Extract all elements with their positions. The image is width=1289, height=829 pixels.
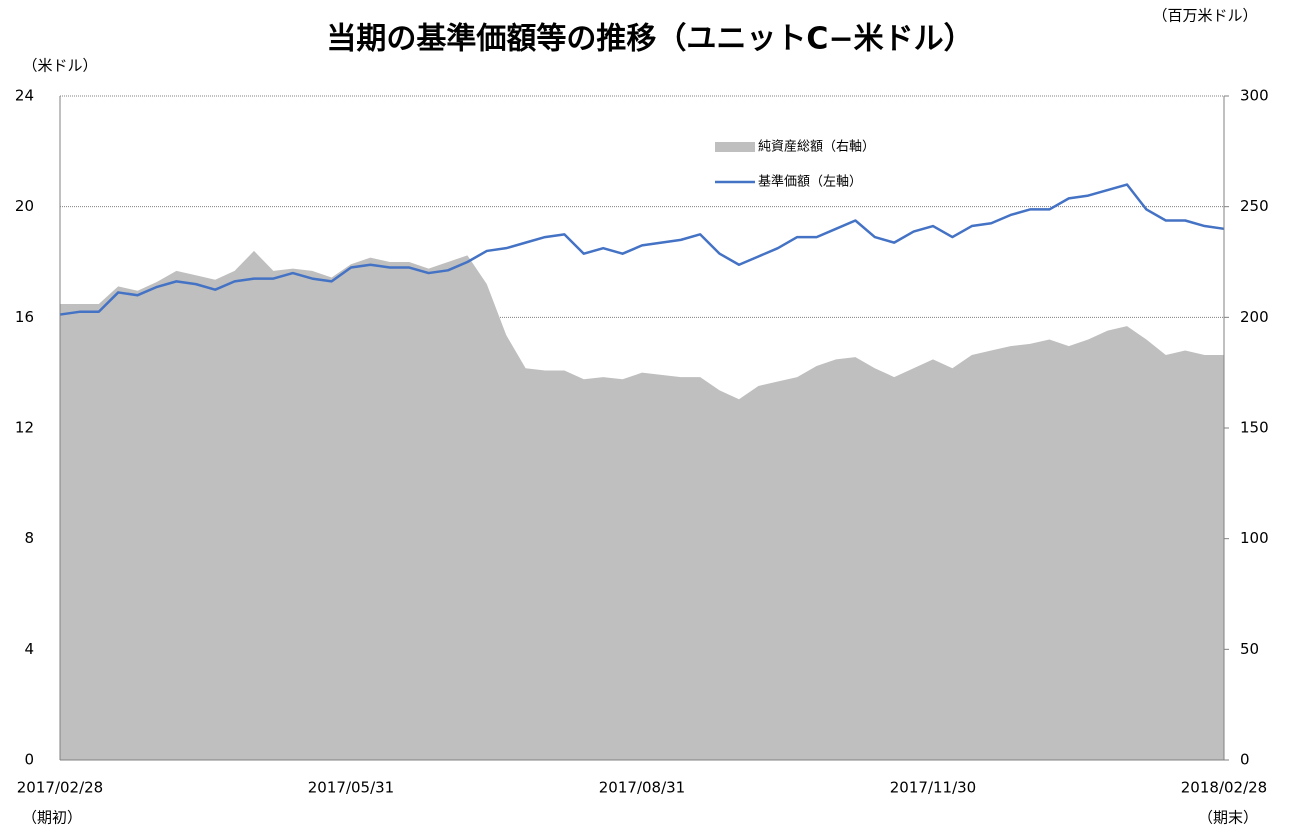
y2-tick-label: 300 (1240, 87, 1269, 105)
y-tick-label: 0 (24, 751, 34, 769)
legend-label: 純資産総額（右軸） (758, 139, 875, 155)
x-tick-label: 2017/11/30 (890, 779, 976, 797)
x-tick-label: 2017/05/31 (308, 779, 394, 797)
legend-label: 基準価額（左軸） (758, 174, 862, 190)
y-unit-label: （米ドル） (22, 57, 97, 75)
legend-swatch (715, 142, 755, 152)
y-tick-label: 16 (15, 308, 34, 326)
y2-tick-label: 200 (1240, 308, 1269, 326)
line (59, 183, 1225, 316)
start-annotation: （期初） (22, 809, 82, 827)
end-annotation: （期末） (1198, 809, 1258, 827)
y-tick-label: 12 (15, 419, 34, 437)
x-tick-label: 2018/02/28 (1181, 779, 1267, 797)
y2-unit-label: （百万米ドル） (1152, 7, 1257, 25)
y2-tick-label: 100 (1240, 529, 1269, 547)
y-tick-label: 8 (24, 529, 34, 547)
area (60, 250, 1224, 760)
y2-tick-label: 0 (1240, 751, 1250, 769)
x-tick-label: 2017/08/31 (599, 779, 685, 797)
y2-tick-label: 50 (1240, 640, 1259, 658)
y2-tick-label: 250 (1240, 197, 1269, 215)
y2-tick-label: 150 (1240, 419, 1269, 437)
y-tick-label: 4 (24, 640, 34, 658)
x-tick-label: 2017/02/28 (17, 779, 103, 797)
y-tick-label: 24 (15, 87, 34, 105)
y-tick-label: 20 (15, 197, 34, 215)
chart-title: 当期の基準価額等の推移（ユニットC−米ドル） (326, 22, 973, 57)
